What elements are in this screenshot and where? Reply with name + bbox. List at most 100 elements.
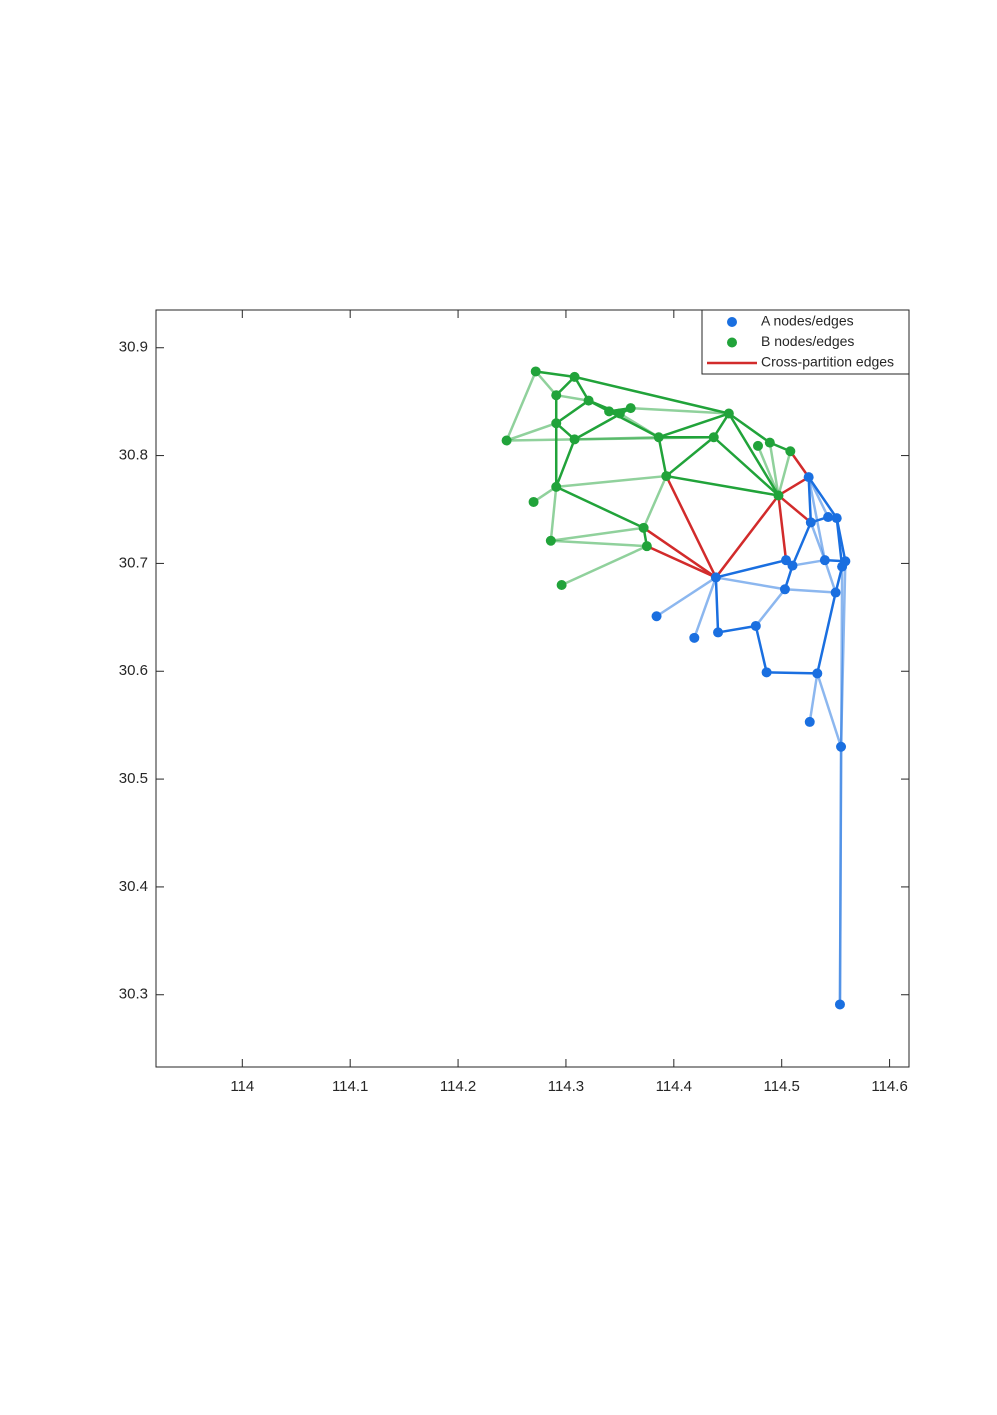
light-edge bbox=[838, 565, 844, 1006]
y-tick-label: 30.8 bbox=[119, 447, 148, 464]
edge bbox=[714, 494, 780, 579]
y-tick-label: 30.5 bbox=[119, 770, 148, 787]
node bbox=[834, 999, 845, 1010]
legend-label: Cross-partition edges bbox=[761, 354, 894, 370]
light-edge bbox=[693, 576, 718, 640]
legend-marker bbox=[727, 337, 737, 348]
node bbox=[551, 481, 562, 492]
light-edge bbox=[714, 576, 787, 591]
legend: A nodes/edges B nodes/edges Cross-partitio… bbox=[701, 309, 910, 375]
light-edge bbox=[554, 393, 590, 402]
edge bbox=[727, 412, 772, 444]
edge bbox=[807, 475, 838, 520]
edge bbox=[765, 671, 819, 675]
node bbox=[501, 435, 512, 446]
x-tick-label: 114.2 bbox=[440, 1078, 476, 1095]
light-edge bbox=[655, 576, 718, 618]
node bbox=[625, 403, 636, 414]
node bbox=[823, 512, 834, 523]
node bbox=[750, 620, 761, 631]
light-edge bbox=[549, 526, 645, 543]
edge bbox=[716, 624, 758, 634]
node bbox=[803, 472, 814, 483]
edge bbox=[816, 591, 837, 675]
light-edge bbox=[816, 672, 843, 748]
edges bbox=[505, 370, 847, 1006]
node bbox=[551, 390, 562, 401]
node bbox=[528, 496, 539, 507]
y-tick-label: 30.3 bbox=[119, 986, 148, 1003]
node bbox=[653, 432, 664, 443]
node bbox=[569, 371, 580, 382]
light-edge bbox=[823, 558, 837, 594]
node bbox=[804, 716, 815, 727]
node bbox=[556, 579, 567, 590]
node bbox=[819, 555, 830, 566]
edge bbox=[835, 516, 847, 563]
edge bbox=[642, 526, 718, 579]
edge bbox=[727, 412, 780, 497]
light-edge bbox=[560, 544, 649, 587]
node bbox=[551, 418, 562, 429]
edge bbox=[665, 474, 780, 497]
node bbox=[787, 560, 798, 571]
node bbox=[779, 584, 790, 595]
edge bbox=[665, 474, 718, 579]
light-edge bbox=[754, 588, 787, 628]
legend-marker bbox=[727, 317, 737, 327]
x-tick-label: 114.5 bbox=[763, 1078, 799, 1095]
light-edge bbox=[807, 475, 827, 562]
nodes bbox=[501, 366, 851, 1010]
light-edge bbox=[549, 539, 649, 548]
edge bbox=[657, 412, 731, 439]
y-tick-label: 30.6 bbox=[119, 662, 148, 679]
node bbox=[837, 561, 848, 572]
node bbox=[708, 432, 719, 443]
plot-area bbox=[155, 309, 910, 1068]
y-tick-label: 30.9 bbox=[119, 339, 148, 356]
node bbox=[723, 408, 734, 419]
edge bbox=[714, 558, 788, 579]
node bbox=[831, 513, 842, 524]
node bbox=[545, 535, 556, 546]
light-edge bbox=[505, 421, 558, 442]
node bbox=[604, 406, 615, 417]
node bbox=[661, 471, 672, 482]
edge bbox=[657, 435, 668, 478]
axes: 114 114.1 114.2 114.3 114.4 114.5 114.6 30.3 30.… bbox=[119, 310, 909, 1095]
edge bbox=[665, 435, 715, 478]
light-edge bbox=[768, 441, 780, 497]
edge bbox=[554, 438, 576, 489]
light-edge bbox=[756, 444, 780, 497]
legend-label: B nodes/edges bbox=[761, 333, 854, 349]
light-edge bbox=[629, 406, 731, 415]
node bbox=[836, 741, 847, 752]
edge bbox=[777, 494, 813, 524]
node bbox=[812, 668, 823, 679]
edge bbox=[754, 624, 768, 674]
legend-label: A nodes/edges bbox=[761, 313, 854, 329]
edge bbox=[573, 375, 731, 415]
edge bbox=[645, 544, 718, 579]
x-tick-label: 114.6 bbox=[871, 1078, 907, 1095]
light-edge bbox=[642, 474, 668, 530]
light-edge bbox=[791, 558, 827, 567]
light-edge bbox=[534, 370, 558, 397]
edge bbox=[554, 399, 590, 425]
edge bbox=[807, 475, 813, 524]
edge bbox=[587, 399, 660, 439]
y-tick-label: 30.7 bbox=[119, 554, 148, 571]
node bbox=[651, 611, 662, 622]
node bbox=[569, 434, 580, 445]
node bbox=[614, 408, 625, 419]
node bbox=[785, 446, 796, 457]
node bbox=[641, 541, 652, 552]
node bbox=[583, 395, 594, 406]
node bbox=[805, 517, 816, 528]
edge bbox=[714, 576, 720, 634]
x-tick-label: 114.1 bbox=[332, 1078, 368, 1095]
node bbox=[761, 667, 772, 678]
x-tick-label: 114 bbox=[230, 1078, 254, 1095]
